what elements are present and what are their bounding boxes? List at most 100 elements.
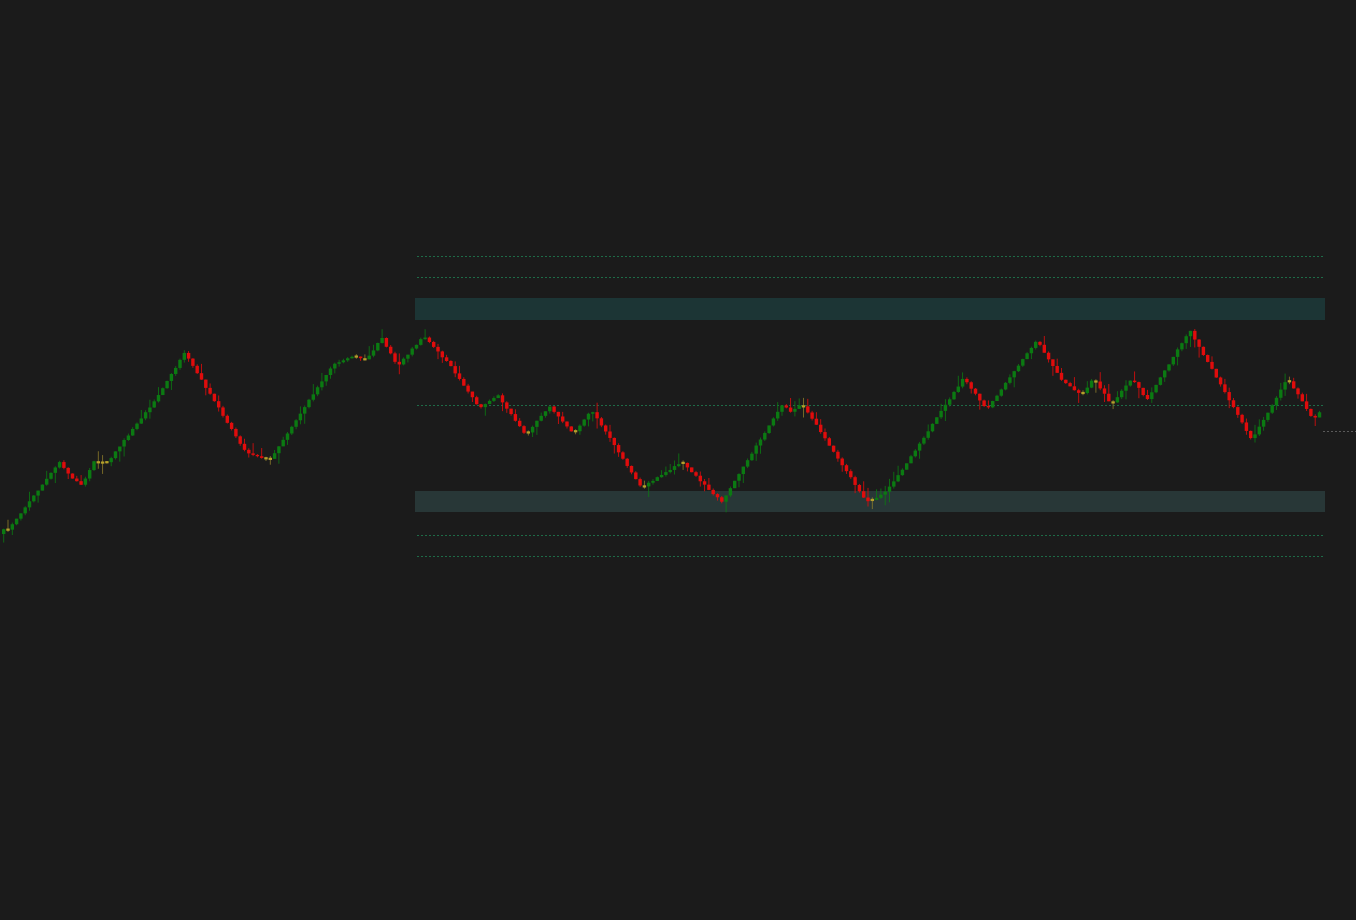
candle-174 [745, 458, 750, 469]
candle-239 [1025, 352, 1029, 360]
candle-264 [1132, 371, 1137, 383]
candle-body [66, 467, 70, 474]
candle-body [389, 346, 393, 354]
candle-body [943, 404, 948, 411]
candle-3 [10, 522, 14, 536]
candle-90 [384, 337, 389, 348]
candle-214 [917, 441, 922, 459]
candle-177 [758, 437, 763, 454]
candle-body [2, 529, 6, 534]
candle-body [135, 423, 139, 429]
candle-225 [965, 377, 969, 385]
candle-body [530, 426, 535, 433]
candle-body [659, 474, 664, 478]
candle-118 [505, 401, 509, 413]
candle-272 [1167, 364, 1171, 372]
candle-162 [694, 470, 698, 477]
candle-292 [1253, 424, 1257, 443]
candle-body [1068, 383, 1072, 387]
candle-body [221, 407, 225, 416]
candle-body [733, 480, 737, 489]
candle-35 [148, 399, 152, 419]
candle-34 [143, 410, 148, 421]
candle-body [315, 387, 320, 395]
candle-body [139, 418, 143, 424]
candle-body [616, 445, 621, 453]
candle-body [165, 380, 169, 389]
candle-body [1029, 347, 1034, 354]
candle-body [247, 449, 251, 454]
candle-220 [943, 399, 948, 421]
candle-body [1167, 364, 1171, 371]
candle-179 [767, 425, 771, 434]
candle-body [728, 488, 733, 496]
candle-176 [754, 442, 758, 461]
candle-158 [677, 453, 681, 468]
candle-289 [1240, 413, 1244, 424]
candle-18 [75, 475, 79, 482]
candle-298 [1279, 382, 1283, 401]
candle-164 [702, 478, 707, 492]
candle-body [655, 477, 659, 481]
candle-body [840, 458, 844, 466]
candle-209 [896, 465, 900, 483]
candle-102 [436, 343, 440, 360]
candle-139 [595, 402, 599, 429]
candle-46 [195, 364, 199, 375]
candle-body [384, 337, 389, 347]
candle-161 [690, 467, 694, 473]
candle-body [178, 359, 182, 368]
candle-51 [217, 395, 221, 412]
candle-146 [625, 457, 629, 468]
candle-body [1081, 391, 1085, 395]
candle-92 [393, 351, 397, 364]
candle-128 [548, 406, 552, 414]
candle-269 [1154, 384, 1158, 394]
candle-140 [599, 416, 604, 428]
candle-17 [70, 473, 75, 479]
candle-body [96, 461, 100, 464]
candle-body [1051, 359, 1055, 367]
candle-75 [320, 372, 324, 391]
candle-body [784, 405, 788, 408]
candle-body [169, 373, 174, 381]
candle-199 [853, 475, 857, 494]
candle-52 [221, 405, 225, 418]
candle-body [999, 389, 1003, 396]
candle-body [1231, 400, 1236, 408]
candle-body [406, 354, 410, 359]
candle-body [6, 528, 10, 531]
candle-body [1145, 395, 1150, 400]
candle-body [758, 439, 763, 446]
candle-body [1304, 401, 1309, 409]
candle-body [1193, 330, 1197, 340]
candle-58 [247, 448, 251, 458]
candle-body [1300, 394, 1304, 402]
candle-body [397, 361, 401, 365]
candle-114 [487, 399, 492, 405]
candle-241 [1034, 340, 1038, 350]
candle-96 [410, 346, 414, 357]
candle-body [793, 408, 797, 412]
candle-body [750, 453, 754, 461]
candle-188 [806, 398, 810, 414]
candle-254 [1089, 379, 1094, 389]
candle-258 [1107, 383, 1111, 402]
candle-body [371, 350, 376, 356]
candle-219 [939, 403, 943, 419]
candle-167 [715, 493, 720, 501]
candle-143 [612, 437, 616, 454]
candle-231 [991, 400, 995, 409]
candle-body [681, 461, 685, 464]
candle-body [57, 462, 62, 468]
candle-body [711, 489, 715, 495]
candle-body [324, 375, 328, 382]
candle-body [393, 353, 397, 362]
candle-259 [1111, 400, 1115, 410]
candle-253 [1085, 381, 1089, 395]
candle-body [341, 360, 346, 363]
candle-body [401, 358, 406, 365]
candle-body [664, 472, 668, 475]
